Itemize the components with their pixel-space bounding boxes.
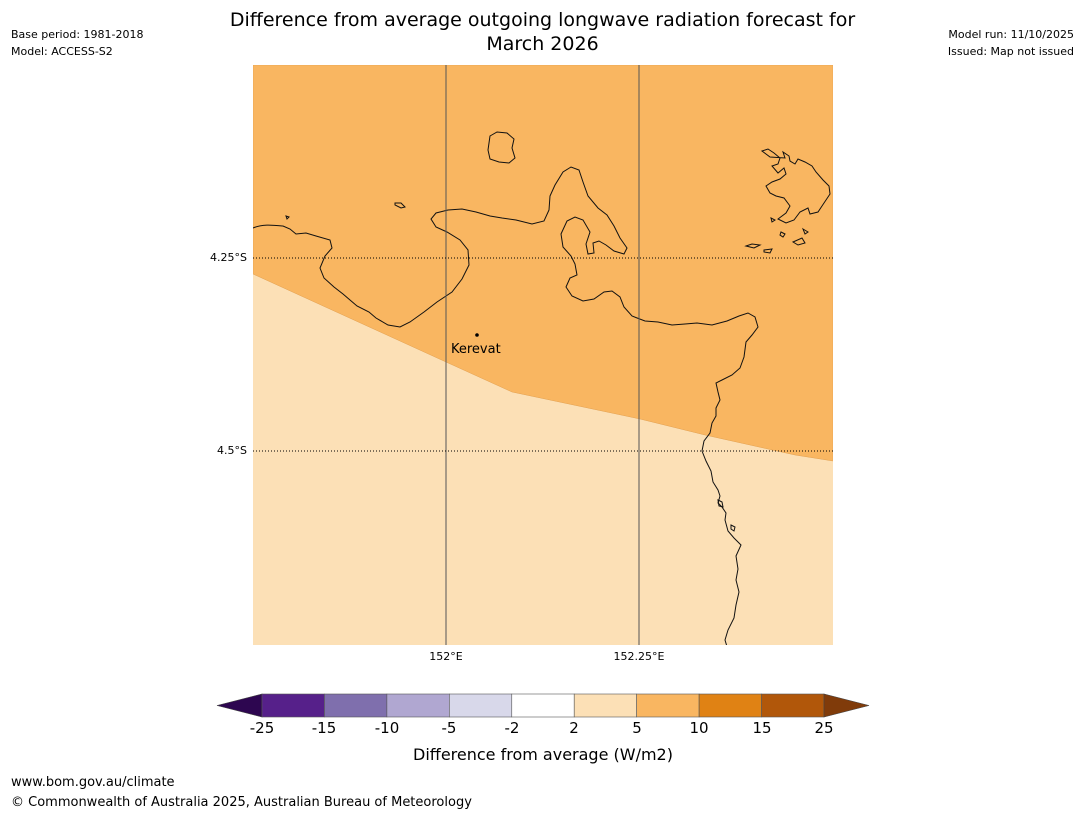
meta-right: Model run: 11/10/2025 Issued: Map not is… [948,26,1074,60]
colorbar-segment [511,693,575,718]
model-name: Model: ACCESS-S2 [11,45,113,58]
colorbar-tick: -15 [311,719,337,737]
colorbar-under-arrow [216,693,263,718]
colorbar-segment [386,693,450,718]
base-period: Base period: 1981-2018 [11,28,144,41]
model-run: Model run: 11/10/2025 [948,28,1074,41]
islet-8 [779,231,786,238]
colorbar-segment [761,693,825,718]
duke-of-york-islands [760,148,831,224]
islet-10 [730,524,736,532]
colorbar-label: Difference from average (W/m2) [413,745,673,764]
colorbar-tick: -5 [441,719,457,737]
coastline [253,131,831,645]
colorbar-tick: 5 [632,719,642,737]
islet-7 [770,217,776,223]
islet-3 [744,243,762,249]
islet-4 [763,248,773,254]
islet-2 [285,215,290,220]
colorbar-tick: -10 [374,719,400,737]
lat-label-4-25: 4.25°S [210,251,247,264]
footer-url[interactable]: www.bom.gov.au/climate [11,775,175,790]
colorbar-tick: 15 [752,719,772,737]
title-line-1: Difference from average outgoing longwav… [229,9,856,31]
colorbar-segments [261,693,825,718]
colorbar-segment [261,693,325,718]
coastline-main [253,166,759,645]
lat-label-4-5: 4.5°S [217,444,247,457]
colorbar-segment [324,693,388,718]
colorbar [216,693,870,718]
zone-orange [253,65,833,462]
place-marker-kerevat [475,333,479,337]
colorbar-segment [636,693,700,718]
lon-label-152: 152°E [429,650,463,663]
island-north [487,131,516,164]
map-title: Difference from average outgoing longwav… [180,8,905,56]
colorbar-tick: -25 [249,719,275,737]
colorbar-segment [449,693,513,718]
colorbar-over-arrow [823,693,870,718]
issued-status: Issued: Map not issued [947,45,1074,58]
footer-copyright: © Commonwealth of Australia 2025, Austra… [11,795,472,810]
islet-5 [791,237,806,246]
islet-1 [394,202,406,209]
colorbar-segment [573,693,637,718]
colorbar-tick: 10 [689,719,709,737]
colorbar-segment [698,693,762,718]
islet-9 [717,499,724,508]
title-line-2: March 2026 [486,33,599,55]
lon-label-152-25: 152.25°E [613,650,665,663]
islet-6 [801,227,809,235]
meta-left: Base period: 1981-2018 Model: ACCESS-S2 [11,26,143,60]
place-label: Kerevat [451,342,501,357]
colorbar-tick: 2 [569,719,579,737]
colorbar-tick: 25 [814,719,834,737]
colorbar-tick: -2 [504,719,520,737]
